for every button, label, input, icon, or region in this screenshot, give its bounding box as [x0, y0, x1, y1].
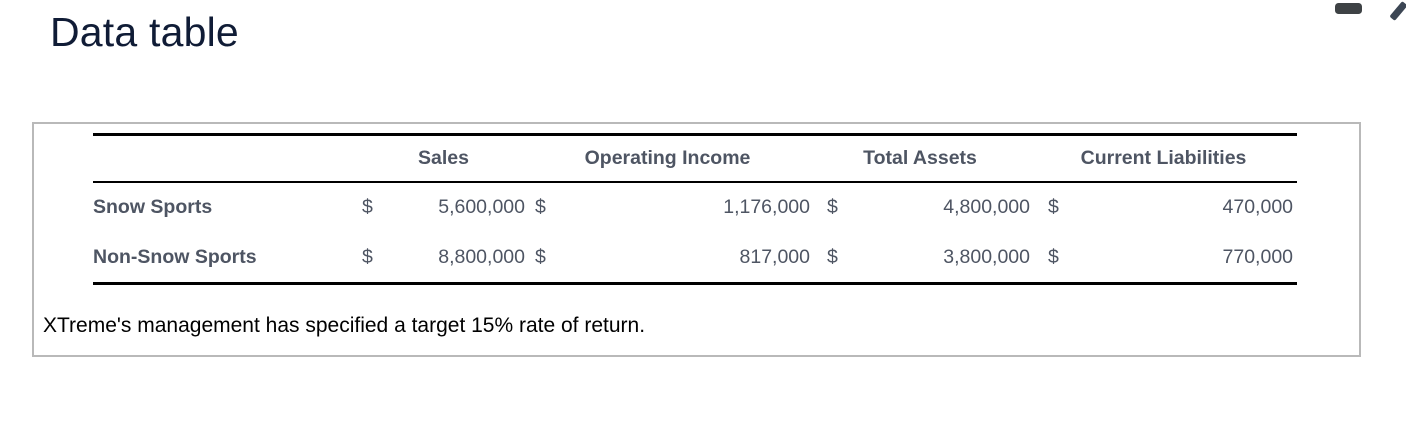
cell-sales: 5,600,000	[438, 196, 525, 218]
row-label: Non-Snow Sports	[93, 245, 257, 268]
cell-current-liabilities: 770,000	[1222, 245, 1294, 268]
cell-current-liabilities: 470,000	[1222, 196, 1294, 218]
currency-symbol: $	[362, 245, 373, 268]
page-title: Data table	[50, 9, 239, 55]
header-total-assets: Total Assets	[810, 134, 1031, 183]
table-row-snow-sports: Snow Sports $ 5,600,000 $ 1,176,000 $ 4,…	[93, 182, 1297, 233]
header-operating-income: Operating Income	[525, 134, 810, 183]
cell-total-assets: 3,800,000	[943, 245, 1031, 268]
cell-operating-income: 1,176,000	[723, 196, 810, 218]
minimize-dash-icon[interactable]	[1335, 3, 1362, 14]
row-label: Snow Sports	[93, 196, 213, 218]
header-sales: Sales	[362, 134, 525, 183]
header-empty	[93, 134, 362, 183]
cell-operating-income: 817,000	[739, 245, 811, 268]
cell-total-assets: 4,800,000	[943, 196, 1031, 218]
data-table: Sales Operating Income Total Assets Curr…	[93, 133, 1298, 285]
pencil-icon[interactable]	[1389, 1, 1406, 21]
currency-symbol: $	[1048, 196, 1059, 218]
header-current-liabilities: Current Liabilities	[1030, 134, 1298, 183]
target-rate-note: XTreme's management has specified a targ…	[43, 314, 646, 337]
currency-symbol: $	[827, 245, 838, 268]
currency-symbol: $	[1048, 245, 1059, 268]
currency-symbol: $	[535, 245, 546, 268]
currency-symbol: $	[827, 196, 838, 218]
currency-symbol: $	[535, 196, 546, 218]
table-row-non-snow-sports: Non-Snow Sports $ 8,800,000 $ 817,000 $ …	[93, 233, 1297, 284]
currency-symbol: $	[362, 196, 373, 218]
data-table-panel: Sales Operating Income Total Assets Curr…	[32, 122, 1361, 357]
header-row: Sales Operating Income Total Assets Curr…	[93, 134, 1298, 183]
cell-sales: 8,800,000	[438, 245, 525, 268]
